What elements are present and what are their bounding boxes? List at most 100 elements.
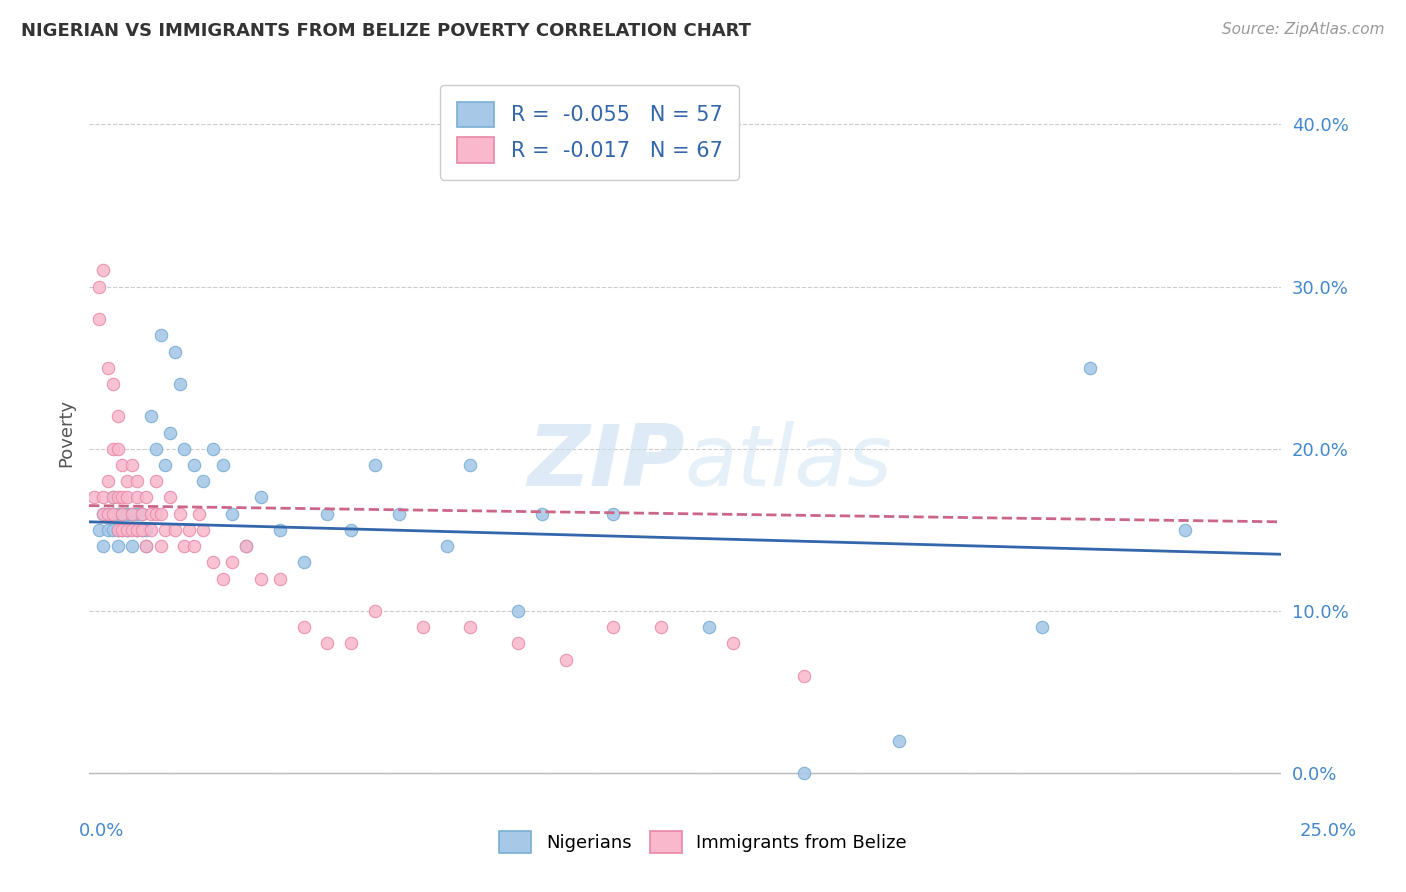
Point <box>155 458 177 472</box>
Point <box>149 539 172 553</box>
Point <box>115 491 138 505</box>
Point <box>173 539 195 553</box>
Point <box>115 523 138 537</box>
Point <box>125 523 148 537</box>
Point <box>173 442 195 456</box>
Point <box>125 523 148 537</box>
Point <box>93 507 115 521</box>
Point <box>316 636 339 650</box>
Point <box>1078 360 1101 375</box>
Point <box>193 523 215 537</box>
Point <box>93 491 115 505</box>
Point <box>87 279 110 293</box>
Point <box>460 458 482 472</box>
Point <box>135 523 157 537</box>
Point <box>269 572 291 586</box>
Point <box>211 458 233 472</box>
Point <box>163 523 186 537</box>
Point <box>340 636 363 650</box>
Point <box>1031 620 1053 634</box>
Point <box>115 523 138 537</box>
Point <box>135 491 157 505</box>
Point <box>169 507 191 521</box>
Point <box>554 653 576 667</box>
Point <box>101 507 124 521</box>
Point <box>249 491 271 505</box>
Point <box>235 539 257 553</box>
Point <box>183 539 205 553</box>
Point <box>139 409 162 424</box>
Point <box>159 425 181 440</box>
Point <box>131 507 153 521</box>
Point <box>202 555 225 569</box>
Point <box>97 360 120 375</box>
Point <box>793 669 815 683</box>
Point <box>83 491 105 505</box>
Point <box>121 539 143 553</box>
Point <box>93 539 115 553</box>
Point <box>460 620 482 634</box>
Point <box>269 523 291 537</box>
Point <box>111 507 134 521</box>
Point <box>149 507 172 521</box>
Point <box>183 458 205 472</box>
Point <box>145 442 167 456</box>
Point <box>249 572 271 586</box>
Point <box>131 523 153 537</box>
Point <box>101 523 124 537</box>
Point <box>159 491 181 505</box>
Point <box>107 491 129 505</box>
Point <box>125 507 148 521</box>
Point <box>135 539 157 553</box>
Point <box>121 507 143 521</box>
Point <box>107 539 129 553</box>
Point <box>316 507 339 521</box>
Point <box>93 263 115 277</box>
Text: 0.0%: 0.0% <box>79 822 124 840</box>
Point <box>115 523 138 537</box>
Point <box>1174 523 1197 537</box>
Point <box>111 523 134 537</box>
Point <box>107 442 129 456</box>
Text: atlas: atlas <box>685 421 893 504</box>
Point <box>235 539 257 553</box>
Legend: R =  -0.055   N = 57, R =  -0.017   N = 67: R = -0.055 N = 57, R = -0.017 N = 67 <box>440 85 740 179</box>
Point <box>221 555 243 569</box>
Point <box>87 312 110 326</box>
Point <box>506 636 529 650</box>
Point <box>292 555 315 569</box>
Legend: Nigerians, Immigrants from Belize: Nigerians, Immigrants from Belize <box>492 824 914 861</box>
Point <box>211 572 233 586</box>
Text: Source: ZipAtlas.com: Source: ZipAtlas.com <box>1222 22 1385 37</box>
Point <box>650 620 672 634</box>
Point <box>115 475 138 489</box>
Point <box>101 491 124 505</box>
Point <box>97 523 120 537</box>
Point <box>111 507 134 521</box>
Point <box>145 475 167 489</box>
Point <box>107 507 129 521</box>
Point <box>131 507 153 521</box>
Point <box>506 604 529 618</box>
Point <box>602 507 624 521</box>
Point <box>125 491 148 505</box>
Y-axis label: Poverty: Poverty <box>58 399 75 467</box>
Point <box>101 491 124 505</box>
Point <box>412 620 434 634</box>
Point <box>97 507 120 521</box>
Point <box>107 409 129 424</box>
Point <box>87 523 110 537</box>
Point <box>135 539 157 553</box>
Point <box>107 523 129 537</box>
Point <box>111 491 134 505</box>
Point <box>364 604 387 618</box>
Point <box>530 507 553 521</box>
Text: 25.0%: 25.0% <box>1301 822 1357 840</box>
Point <box>187 507 209 521</box>
Point <box>93 507 115 521</box>
Point <box>292 620 315 634</box>
Point <box>155 523 177 537</box>
Point <box>697 620 720 634</box>
Point <box>115 507 138 521</box>
Point <box>139 523 162 537</box>
